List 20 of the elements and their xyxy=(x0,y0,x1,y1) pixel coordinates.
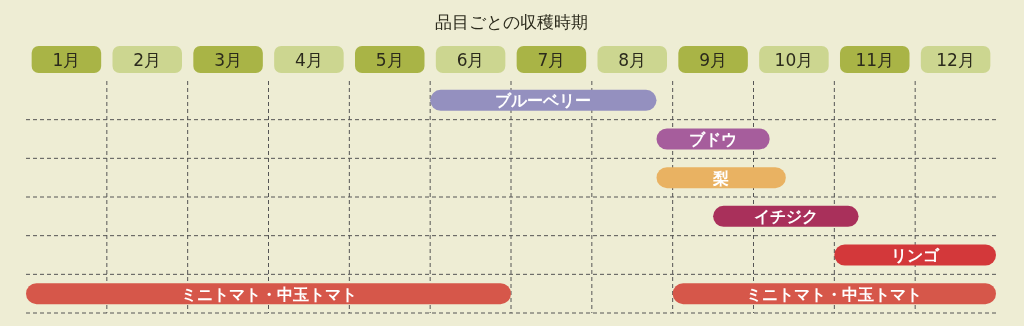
y-tick-label: リンゴ xyxy=(891,246,941,265)
x-tick-label: 8月 xyxy=(618,50,647,70)
chart-title: 品目ごとの収穫時期 xyxy=(434,12,588,32)
bar xyxy=(834,244,996,266)
x-tick-label: 11月 xyxy=(855,50,895,70)
x-tick-label: 10月 xyxy=(774,50,814,70)
y-tick-label: ブドウ xyxy=(689,130,738,149)
x-tick-label: 3月 xyxy=(214,50,242,70)
x-tick-label: 7月 xyxy=(537,50,566,70)
x-tick-label: 6月 xyxy=(456,50,485,70)
category-label: ミニトマト・中玉トマト xyxy=(746,284,923,304)
y-tick-label: イチジク xyxy=(753,207,818,227)
x-tick-label: 2月 xyxy=(133,50,162,70)
y-tick-label: ブルーベリー xyxy=(495,91,592,111)
x-tick-label: 9月 xyxy=(699,50,727,70)
y-tick-label: 梨 xyxy=(712,168,730,188)
x-tick-label: 5月 xyxy=(375,50,404,70)
x-tick-label: 4月 xyxy=(295,50,323,70)
x-tick-label: 12月 xyxy=(936,50,975,70)
x-tick-label: 1月 xyxy=(52,50,81,70)
